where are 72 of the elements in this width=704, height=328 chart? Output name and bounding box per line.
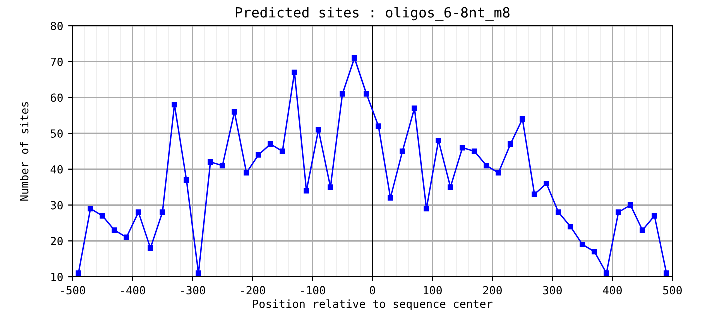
point: [604, 270, 610, 276]
point: [412, 106, 418, 112]
x-tick-label: 400: [603, 286, 622, 295]
x-tick-label: -200: [241, 286, 266, 295]
point: [520, 116, 526, 122]
point: [208, 159, 214, 166]
point: [496, 170, 502, 176]
point: [268, 142, 274, 148]
point: [124, 234, 130, 240]
point: [352, 55, 358, 62]
point: [100, 213, 106, 219]
point: [400, 148, 406, 154]
point: [592, 249, 598, 255]
point: [304, 188, 310, 194]
point: [364, 91, 370, 97]
point: [196, 270, 202, 276]
y-axis-title: Number of sites: [20, 102, 29, 201]
point: [136, 210, 142, 216]
point: [148, 246, 154, 252]
point: [256, 152, 262, 158]
y-tick-label: 20: [51, 237, 63, 246]
chart-title: Predicted sites : oligos_6-8nt_m8: [236, 7, 510, 21]
y-tick-label: 40: [50, 165, 63, 174]
point: [88, 206, 94, 212]
point: [652, 213, 658, 219]
point: [628, 202, 634, 208]
y-tick-label: 60: [51, 94, 63, 102]
y-tick-label: 10: [52, 273, 63, 282]
point: [568, 224, 574, 230]
point: [112, 228, 118, 234]
point: [280, 148, 286, 154]
point: [448, 184, 454, 190]
point: [76, 270, 82, 276]
point: [616, 210, 622, 216]
point: [556, 210, 562, 216]
point: [232, 109, 238, 115]
x-tick-label: 100: [424, 286, 442, 295]
x-tick-label: -400: [121, 286, 146, 295]
x-tick-label: -500: [61, 286, 86, 295]
point: [340, 91, 346, 97]
y-tick-label: 50: [51, 130, 63, 138]
x-axis-title: Position relative to sequence center: [253, 300, 493, 310]
y-tick-label: 30: [51, 201, 63, 210]
point: [544, 180, 550, 187]
point: [376, 124, 382, 130]
point: [580, 242, 586, 248]
x-tick-label: 0: [370, 286, 376, 295]
point: [160, 210, 166, 216]
point: [184, 177, 190, 183]
point: [484, 163, 490, 169]
point: [640, 228, 646, 234]
point: [472, 148, 478, 154]
x-tick-label: 300: [543, 286, 562, 295]
point: [244, 170, 250, 176]
y-tick-label: 80: [51, 22, 63, 30]
point: [460, 145, 466, 151]
point: [424, 206, 430, 212]
point: [388, 195, 394, 201]
point: [664, 270, 670, 276]
point: [328, 184, 334, 190]
point: [436, 138, 442, 144]
y-tick-label: 70: [51, 58, 63, 66]
x-tick-label: -100: [301, 286, 326, 295]
point: [172, 102, 178, 108]
point: [292, 70, 298, 76]
x-tick-label: 500: [663, 286, 682, 295]
point: [532, 192, 538, 198]
point: [508, 142, 514, 148]
x-tick-label: 200: [483, 286, 502, 295]
point: [220, 163, 226, 169]
x-tick-label: -300: [181, 286, 206, 295]
point: [316, 127, 322, 133]
